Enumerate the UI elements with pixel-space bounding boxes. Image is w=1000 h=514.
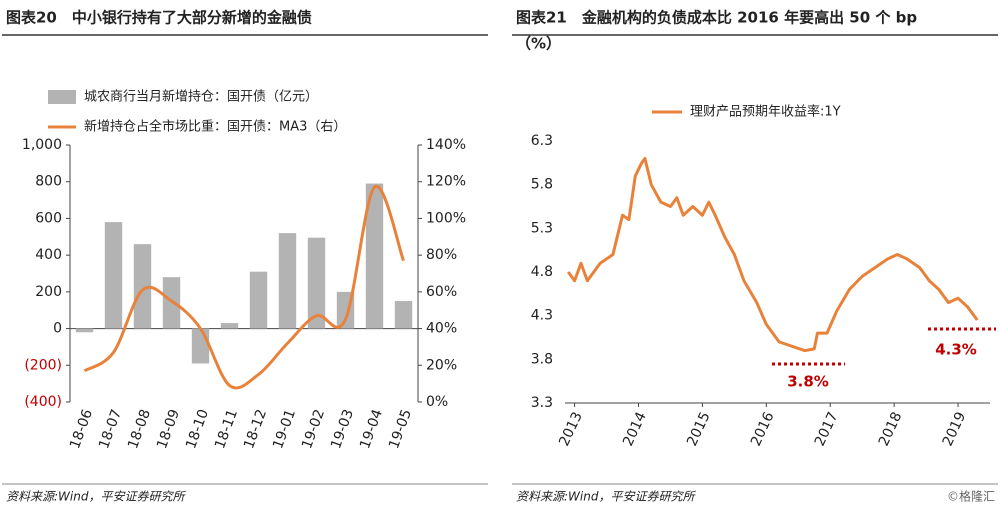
y-tick-label: 200	[35, 284, 62, 300]
x-tick-label: 18-11	[212, 407, 241, 451]
x-tick-label: 19-03	[328, 407, 357, 451]
annotation: 4.3%	[935, 341, 977, 359]
y2-tick-label: 80%	[426, 247, 457, 263]
x-tick-label: 18-12	[241, 407, 270, 451]
y2-tick-label: 140%	[426, 137, 466, 153]
x-tick-label: 19-01	[270, 407, 299, 451]
bar	[394, 301, 413, 329]
x-tick-label: 19-04	[357, 407, 386, 451]
bar	[162, 277, 181, 329]
legend-label: 城农商行当月新增持仓：国开债（亿元）	[84, 89, 318, 105]
y-tick-label: 3.8	[531, 351, 553, 367]
line	[83, 185, 405, 390]
x-tick-label: 18-08	[125, 407, 154, 451]
x-tick-label: 19-02	[299, 407, 328, 451]
y-tick-label: 4.3	[531, 308, 553, 324]
y2-tick-label: 0%	[426, 394, 448, 410]
x-tick-label: 19-05	[386, 407, 415, 451]
watermark: ©格隆汇	[947, 489, 995, 504]
y-tick-label: 4.8	[531, 264, 553, 280]
annotation: 3.8%	[787, 373, 829, 391]
y-tick-label: 1,000	[22, 137, 62, 153]
y-tick-label: 400	[35, 247, 62, 263]
y2-tick-label: 120%	[426, 174, 466, 190]
bar	[278, 233, 297, 329]
legend-label: 新增持仓占全市场比重：国开债：MA3（右）	[84, 119, 346, 135]
line	[566, 156, 979, 353]
y-tick-label: 600	[35, 210, 62, 226]
x-tick-label: 18-06	[67, 407, 96, 451]
legend-label: 理财产品预期年收益率:1Y	[690, 104, 841, 120]
bar	[191, 328, 210, 364]
bar	[220, 323, 239, 329]
y-tick-label: 6.3	[531, 133, 553, 149]
x-tick-label: 2019	[940, 410, 970, 449]
bar	[75, 328, 94, 333]
y-tick-label: 800	[35, 174, 62, 190]
chart-subtitle: （%）	[516, 35, 561, 53]
source: 资料来源:Wind，平安证券研究所	[516, 490, 696, 504]
x-tick-label: 2013	[556, 410, 586, 449]
source: 资料来源:Wind，平安证券研究所	[6, 490, 186, 504]
y2-tick-label: 20%	[426, 357, 457, 373]
x-tick-label: 2016	[748, 410, 778, 449]
x-tick-label: 18-10	[183, 407, 212, 451]
x-tick-label: 2015	[684, 410, 714, 449]
y2-tick-label: 60%	[426, 284, 457, 300]
y2-tick-label: 40%	[426, 321, 457, 337]
x-tick-label: 2014	[620, 410, 650, 449]
bar	[365, 183, 384, 329]
x-tick-label: 18-07	[96, 407, 125, 451]
y-tick-label: 5.8	[531, 177, 553, 193]
chart-title: 图表20 中小银行持有了大部分新增的金融债	[6, 9, 312, 27]
y-tick-label: 3.3	[531, 395, 553, 411]
x-tick-label: 2018	[876, 410, 906, 449]
x-tick-label: 2017	[812, 410, 842, 449]
y-tick-label: 0	[53, 321, 62, 337]
y2-tick-label: 100%	[426, 210, 466, 226]
bar	[249, 271, 268, 329]
chart-title: 图表21 金融机构的负债成本比 2016 年要高出 50 个 bp	[516, 9, 917, 27]
x-tick-label: 18-09	[154, 407, 183, 451]
bar	[307, 237, 326, 329]
legend-swatch	[48, 90, 76, 104]
y-tick-label: 5.3	[531, 220, 553, 236]
bar	[133, 244, 152, 329]
y-tick-label: (200)	[24, 357, 62, 373]
bar	[104, 222, 123, 329]
y-tick-label: (400)	[24, 394, 62, 410]
